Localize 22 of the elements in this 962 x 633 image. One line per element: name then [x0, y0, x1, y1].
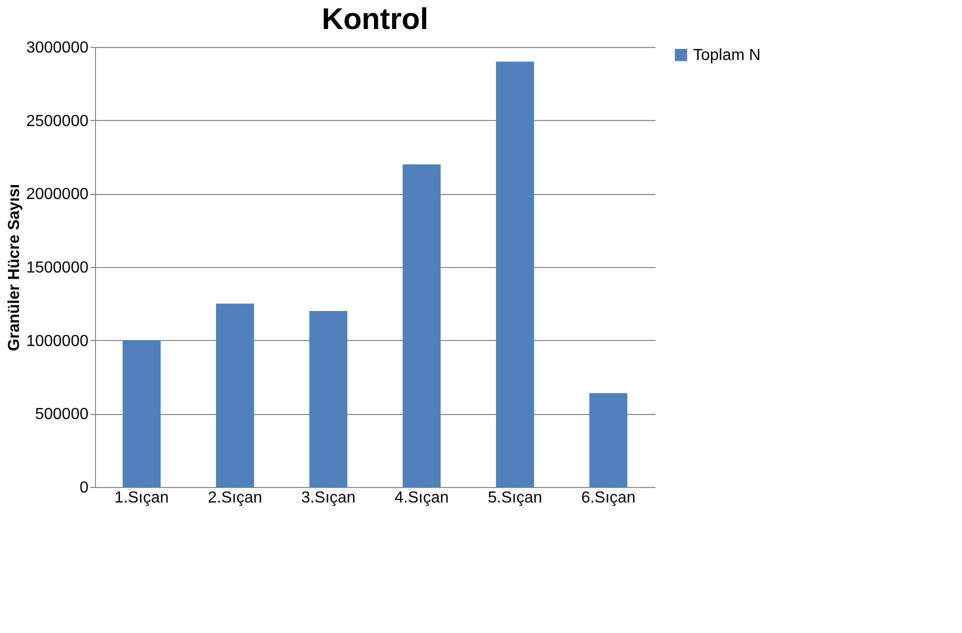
bar: [216, 304, 254, 487]
y-tick-label: 0: [80, 480, 89, 496]
bar: [402, 164, 441, 487]
bar: [589, 393, 628, 487]
y-tick-label: 2000000: [26, 186, 89, 204]
bar: [309, 311, 348, 487]
x-tick-label: 6.Sıçan: [581, 490, 636, 506]
x-tick-label: 4.Sıçan: [394, 490, 449, 506]
y-tick-label: 2500000: [26, 112, 89, 130]
legend-label: Toplam N: [693, 47, 761, 64]
chart-title: Kontrol: [322, 3, 428, 36]
x-tick-label: 5.Sıçan: [488, 490, 542, 506]
bar: [496, 62, 534, 487]
x-tick-label: 1.Sıçan: [114, 490, 169, 506]
y-tick-label: 1500000: [26, 260, 89, 276]
y-tick-label: 3000000: [26, 40, 89, 56]
x-tick-label: 3.Sıçan: [301, 490, 356, 506]
y-axis-title: Granüler Hücre Sayısı: [6, 184, 24, 352]
y-tick-label: 500000: [35, 406, 89, 424]
x-tick-label: 2.Sıçan: [208, 490, 262, 506]
bar: [122, 340, 161, 487]
y-tick-label: 1000000: [26, 332, 89, 350]
